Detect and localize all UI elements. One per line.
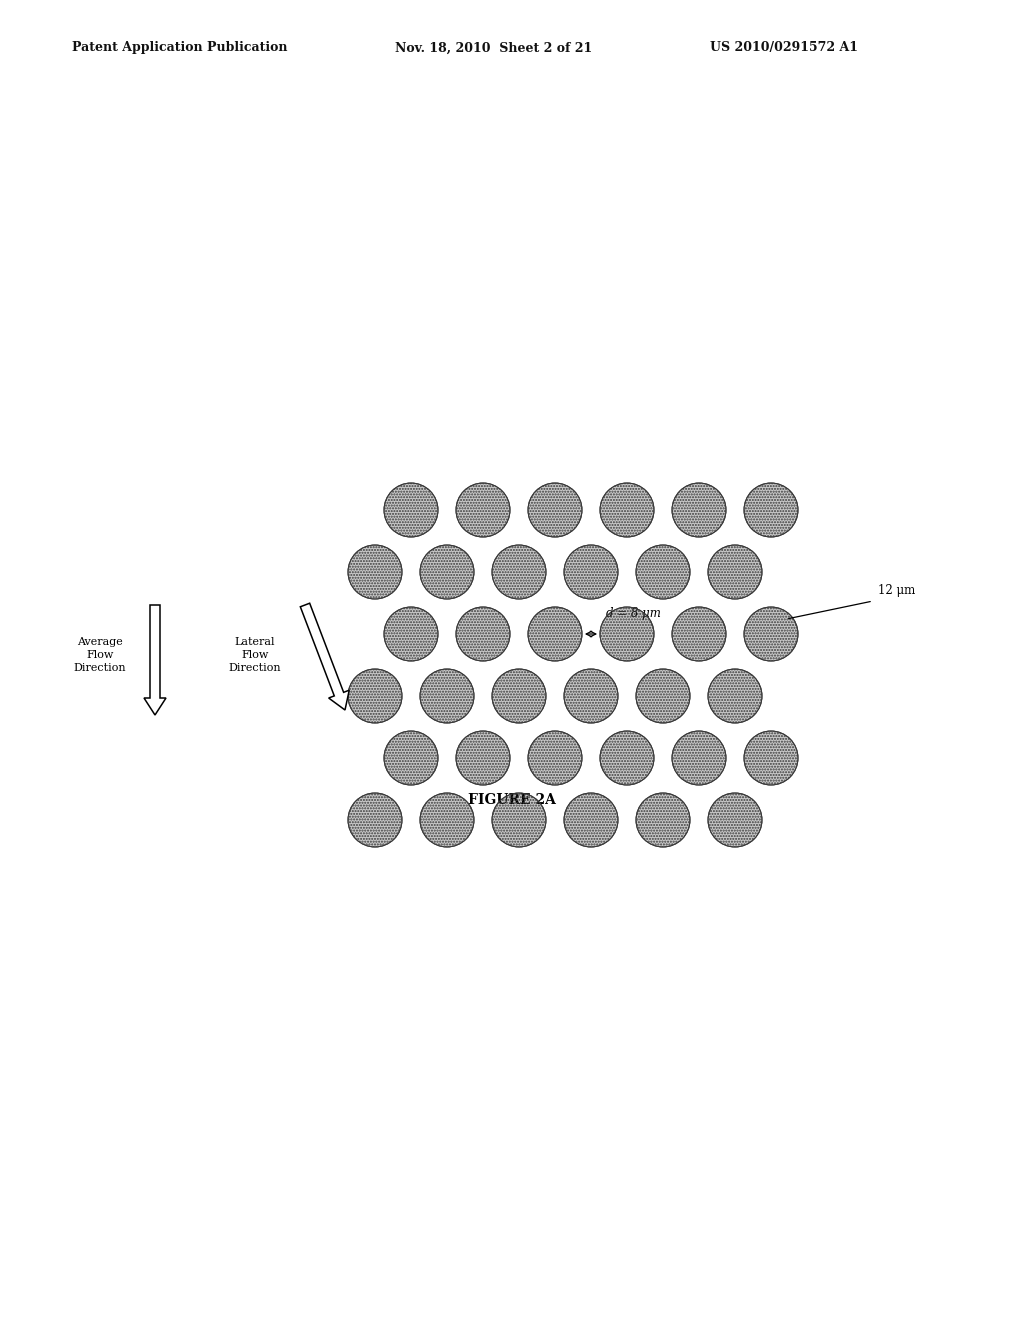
Ellipse shape <box>636 669 690 723</box>
Ellipse shape <box>420 545 474 599</box>
Ellipse shape <box>564 793 618 847</box>
Ellipse shape <box>564 669 618 723</box>
Ellipse shape <box>456 483 510 537</box>
Ellipse shape <box>600 607 654 661</box>
Ellipse shape <box>528 607 582 661</box>
Ellipse shape <box>600 731 654 785</box>
Ellipse shape <box>600 483 654 537</box>
Text: d = 8 μm: d = 8 μm <box>605 607 660 620</box>
Ellipse shape <box>420 669 474 723</box>
Ellipse shape <box>528 483 582 537</box>
Ellipse shape <box>672 483 726 537</box>
Ellipse shape <box>492 669 546 723</box>
Ellipse shape <box>708 669 762 723</box>
Text: FIGURE 2A: FIGURE 2A <box>468 793 556 807</box>
Ellipse shape <box>348 545 402 599</box>
Text: 12 μm: 12 μm <box>878 583 915 597</box>
Text: Average
Flow
Direction: Average Flow Direction <box>74 638 126 673</box>
Ellipse shape <box>456 731 510 785</box>
Polygon shape <box>300 603 349 710</box>
Ellipse shape <box>744 483 798 537</box>
Ellipse shape <box>348 669 402 723</box>
Ellipse shape <box>456 607 510 661</box>
Ellipse shape <box>492 793 546 847</box>
Ellipse shape <box>672 607 726 661</box>
Ellipse shape <box>744 731 798 785</box>
Ellipse shape <box>348 793 402 847</box>
Ellipse shape <box>672 731 726 785</box>
Ellipse shape <box>708 545 762 599</box>
Ellipse shape <box>636 793 690 847</box>
Ellipse shape <box>744 607 798 661</box>
Ellipse shape <box>384 731 438 785</box>
Text: Lateral
Flow
Direction: Lateral Flow Direction <box>228 638 282 673</box>
Ellipse shape <box>636 545 690 599</box>
Ellipse shape <box>708 793 762 847</box>
Ellipse shape <box>564 545 618 599</box>
Ellipse shape <box>492 545 546 599</box>
Text: US 2010/0291572 A1: US 2010/0291572 A1 <box>710 41 858 54</box>
Ellipse shape <box>420 793 474 847</box>
Ellipse shape <box>384 607 438 661</box>
Polygon shape <box>144 605 166 715</box>
Text: Patent Application Publication: Patent Application Publication <box>72 41 288 54</box>
Ellipse shape <box>384 483 438 537</box>
Ellipse shape <box>528 731 582 785</box>
Text: Nov. 18, 2010  Sheet 2 of 21: Nov. 18, 2010 Sheet 2 of 21 <box>395 41 592 54</box>
